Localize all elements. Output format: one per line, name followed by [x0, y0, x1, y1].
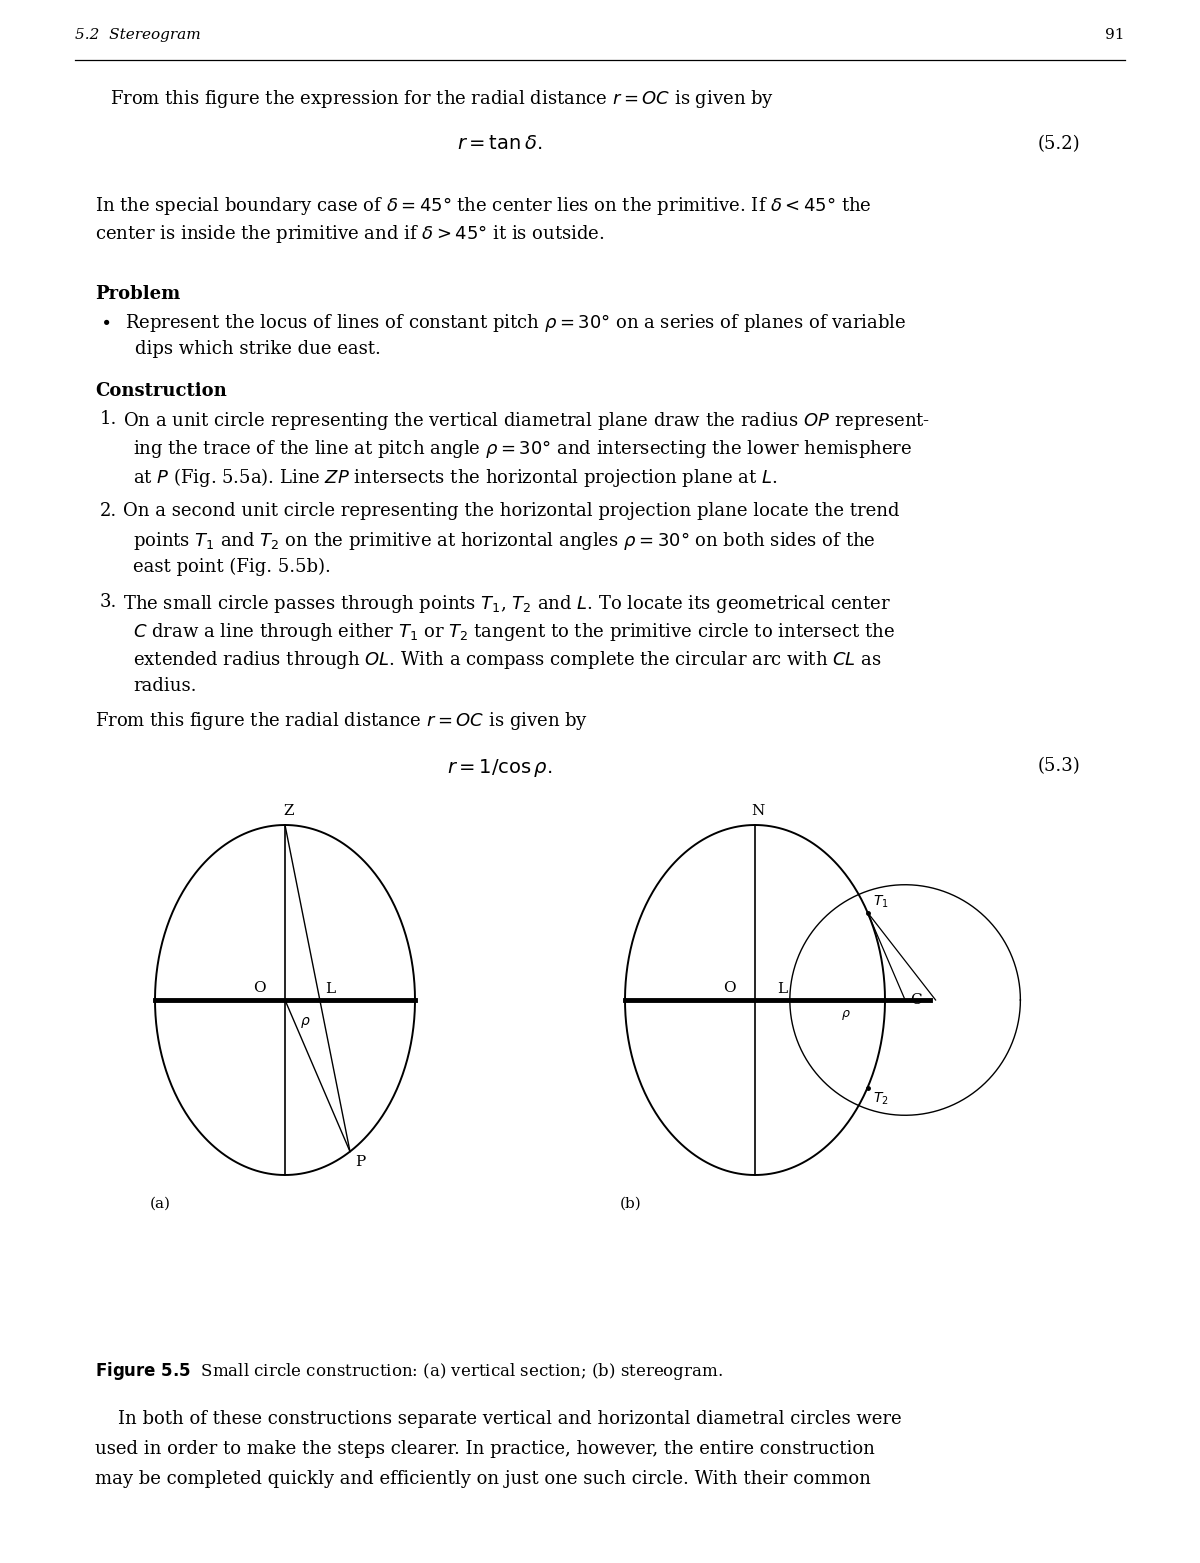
Text: L: L — [776, 982, 787, 996]
Text: On a second unit circle representing the horizontal projection plane locate the : On a second unit circle representing the… — [124, 502, 900, 520]
Text: $r = 1/\cos \rho.$: $r = 1/\cos \rho.$ — [448, 756, 553, 778]
Text: From this figure the radial distance $r = OC$ is given by: From this figure the radial distance $r … — [95, 710, 588, 731]
Text: dips which strike due east.: dips which strike due east. — [134, 341, 380, 358]
Text: $T_1$: $T_1$ — [872, 892, 888, 910]
Text: extended radius through $OL$. With a compass complete the circular arc with $CL$: extended radius through $OL$. With a com… — [133, 649, 882, 671]
Text: ing the trace of the line at pitch angle $\rho = 30°$ and intersecting the lower: ing the trace of the line at pitch angle… — [133, 438, 912, 460]
Text: In the special boundary case of $\delta = 45°$ the center lies on the primitive.: In the special boundary case of $\delta … — [95, 195, 871, 217]
Text: L: L — [325, 982, 335, 996]
Text: In both of these constructions separate vertical and horizontal diametral circle: In both of these constructions separate … — [95, 1410, 901, 1429]
Text: C: C — [910, 993, 922, 1007]
Text: (5.2): (5.2) — [1037, 134, 1080, 153]
Text: Construction: Construction — [95, 381, 227, 400]
Text: 5.2  Stereogram: 5.2 Stereogram — [74, 28, 200, 42]
Text: center is inside the primitive and if $\delta > 45°$ it is outside.: center is inside the primitive and if $\… — [95, 224, 605, 245]
Text: Problem: Problem — [95, 284, 180, 303]
Text: used in order to make the steps clearer. In practice, however, the entire constr: used in order to make the steps clearer.… — [95, 1440, 875, 1458]
Text: $\bf{Figure\ 5.5}$  Small circle construction: (a) vertical section; (b) stereog: $\bf{Figure\ 5.5}$ Small circle construc… — [95, 1360, 724, 1382]
Text: P: P — [355, 1155, 365, 1169]
Text: N: N — [751, 803, 764, 817]
Text: (5.3): (5.3) — [1037, 756, 1080, 775]
Text: On a unit circle representing the vertical diametral plane draw the radius $OP$ : On a unit circle representing the vertic… — [124, 410, 930, 431]
Text: 91: 91 — [1105, 28, 1126, 42]
Text: Z: Z — [283, 803, 294, 817]
Text: O: O — [253, 982, 265, 996]
Text: 1.: 1. — [100, 410, 118, 428]
Text: Represent the locus of lines of constant pitch $\rho = 30°$ on a series of plane: Represent the locus of lines of constant… — [125, 313, 906, 334]
Text: The small circle passes through points $T_1$, $T_2$ and $L$. To locate its geome: The small circle passes through points $… — [124, 592, 892, 614]
Text: $T_2$: $T_2$ — [872, 1091, 888, 1107]
Text: $\rho$: $\rho$ — [840, 1008, 851, 1022]
Text: 2.: 2. — [100, 502, 118, 520]
Text: $\rho$: $\rho$ — [300, 1014, 311, 1030]
Text: From this figure the expression for the radial distance $r = OC$ is given by: From this figure the expression for the … — [110, 88, 774, 109]
Text: O: O — [722, 982, 736, 996]
Text: (a): (a) — [150, 1197, 172, 1211]
Text: 3.: 3. — [100, 592, 118, 611]
Text: may be completed quickly and efficiently on just one such circle. With their com: may be completed quickly and efficiently… — [95, 1469, 871, 1488]
Text: at $P$ (Fig. 5.5a). Line $ZP$ intersects the horizontal projection plane at $L$.: at $P$ (Fig. 5.5a). Line $ZP$ intersects… — [133, 466, 778, 489]
Text: $\bullet$: $\bullet$ — [100, 313, 110, 330]
Text: $r = \tan \delta.$: $r = \tan \delta.$ — [457, 134, 542, 153]
Text: (b): (b) — [620, 1197, 642, 1211]
Text: radius.: radius. — [133, 677, 197, 696]
Text: east point (Fig. 5.5b).: east point (Fig. 5.5b). — [133, 558, 331, 577]
Text: $C$ draw a line through either $T_1$ or $T_2$ tangent to the primitive circle to: $C$ draw a line through either $T_1$ or … — [133, 621, 895, 642]
Text: points $T_1$ and $T_2$ on the primitive at horizontal angles $\rho = 30°$ on bot: points $T_1$ and $T_2$ on the primitive … — [133, 530, 876, 552]
